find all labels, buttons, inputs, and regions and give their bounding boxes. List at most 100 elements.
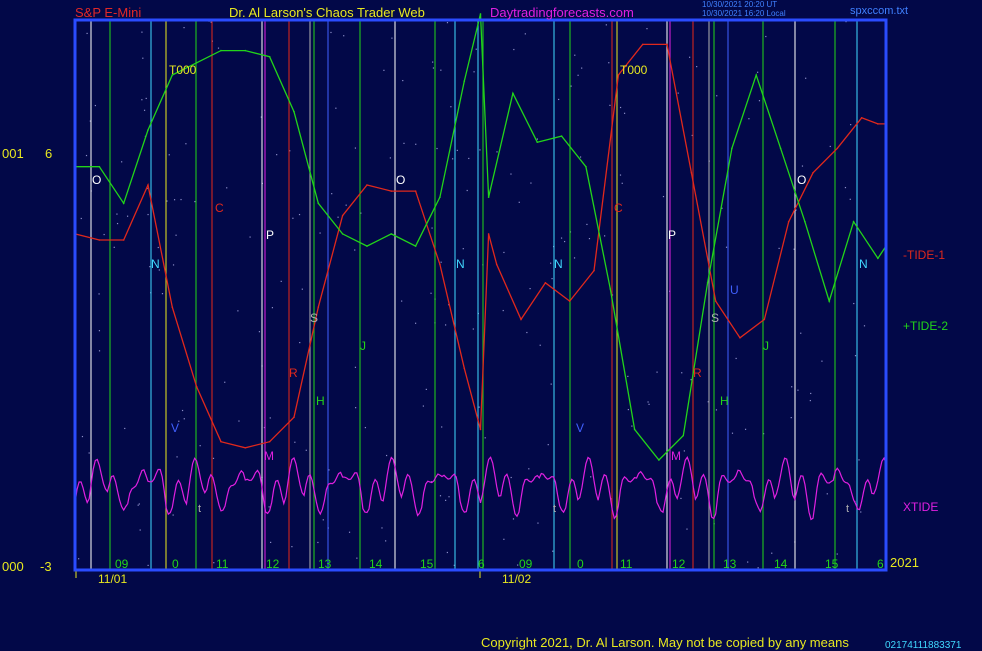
background-dot [445, 499, 447, 501]
tide1-point [860, 116, 863, 119]
tide2-point [828, 300, 831, 302]
background-dot [683, 450, 685, 452]
background-dot [178, 420, 180, 422]
background-dot [691, 134, 693, 137]
background-dot [648, 403, 650, 405]
background-dot [88, 452, 90, 454]
background-dot [604, 235, 606, 237]
background-dot [715, 409, 718, 411]
hour-label: 15 [420, 557, 434, 571]
tide2-point [512, 92, 514, 95]
tide1-point [147, 184, 149, 186]
tide2-point [195, 61, 198, 64]
tide2-point [390, 233, 393, 235]
background-dot [269, 417, 271, 419]
tide2-line [75, 13, 887, 461]
background-dot [436, 147, 438, 150]
background-dot [173, 199, 176, 201]
background-dot [440, 69, 442, 71]
site-link[interactable]: Daytradingforecasts.com [490, 5, 634, 20]
tide1-point [763, 318, 766, 321]
background-dot [147, 213, 149, 216]
background-dot [385, 454, 388, 457]
background-dot [80, 217, 82, 220]
background-dot [735, 357, 737, 360]
tide1-point [390, 190, 393, 192]
background-dot [103, 233, 105, 236]
background-dot [696, 65, 698, 68]
planet-letter: N [456, 257, 465, 271]
background-dot [402, 79, 404, 82]
tide2-point [171, 74, 174, 76]
axis-bottom-code: 000 [2, 559, 24, 574]
tide1-point [366, 184, 368, 186]
author-label: Dr. Al Larson's Chaos Trader Web [229, 5, 425, 20]
tide2-point [487, 196, 490, 199]
background-dot [168, 154, 170, 156]
background-dot [389, 157, 391, 159]
hour-label: 13 [723, 557, 737, 571]
background-dot [94, 104, 96, 107]
background-dot [403, 142, 405, 144]
background-dot [180, 198, 182, 201]
tide2-point [852, 220, 855, 223]
tide2-point [560, 135, 563, 137]
background-dot [364, 426, 366, 429]
tide2-point [479, 13, 482, 15]
background-dot [124, 427, 126, 430]
background-dot [757, 71, 759, 73]
background-dot [383, 69, 385, 71]
tide2-point [877, 257, 879, 260]
background-dot [166, 200, 168, 202]
background-dot [98, 293, 100, 295]
background-dot [503, 251, 505, 254]
background-dot [797, 389, 799, 391]
background-dot [210, 21, 212, 23]
symbol-label: S&P E-Mini [75, 5, 142, 20]
hour-label: 11 [620, 557, 633, 571]
plot-frame [73, 18, 888, 572]
planet-letter: M [264, 449, 274, 463]
background-dot [319, 232, 321, 234]
background-dot [512, 518, 515, 520]
background-dot [800, 332, 802, 334]
hour-label: 6 [478, 557, 485, 571]
background-dot [552, 550, 554, 552]
tide2-point [439, 196, 441, 199]
background-dot [415, 322, 417, 324]
background-dot [744, 428, 747, 430]
background-dot [85, 154, 88, 157]
background-dot [854, 355, 857, 357]
background-dot [217, 47, 220, 49]
background-dot [479, 149, 481, 151]
background-dot [475, 48, 477, 50]
tide1-point [714, 300, 717, 302]
background-dot [517, 564, 519, 566]
background-dot [126, 215, 129, 217]
background-dot [748, 118, 750, 120]
axis-top-value: 6 [45, 146, 53, 161]
background-dot [472, 328, 474, 330]
background-dot [446, 551, 448, 554]
background-dot [623, 112, 626, 114]
tide1-point [414, 190, 417, 192]
background-dot [354, 366, 357, 368]
background-dot [466, 189, 468, 192]
background-dot [550, 262, 552, 264]
background-dot [574, 54, 576, 56]
background-dot [138, 503, 140, 505]
background-dot [98, 330, 101, 332]
background-dot [581, 67, 583, 69]
background-dot [149, 266, 151, 268]
t000-label: T000 [620, 63, 648, 77]
background-dot [551, 277, 553, 280]
background-dot [172, 264, 175, 266]
tide2-point [366, 245, 368, 247]
legend-xtide: XTIDE [903, 500, 939, 514]
background-dot [213, 562, 215, 564]
tide1-point [439, 263, 441, 266]
planet-letter: C [215, 201, 224, 215]
background-dot [354, 249, 356, 251]
background-dot [224, 381, 226, 383]
